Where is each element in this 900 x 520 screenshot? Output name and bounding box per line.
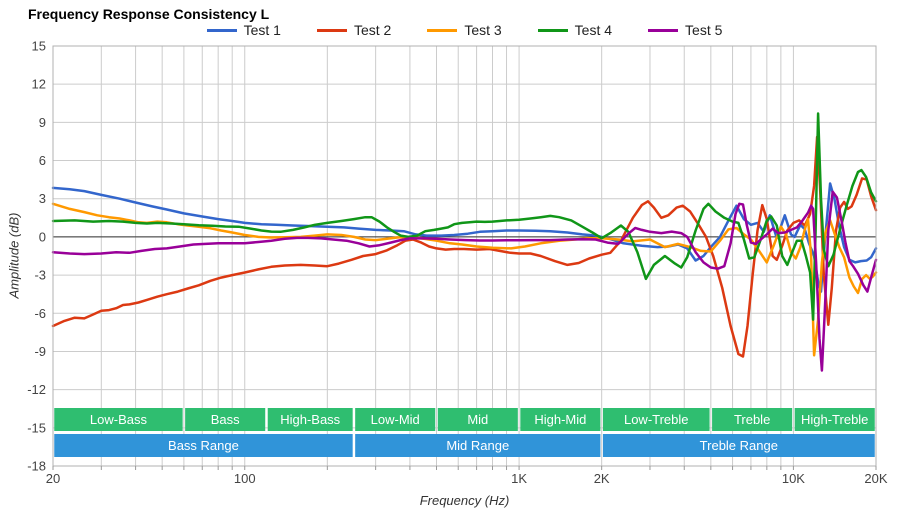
y-tick-label: -9: [34, 344, 46, 359]
x-tick-label: 20K: [864, 471, 887, 486]
y-tick-label: 9: [39, 115, 46, 130]
legend-item-test-3[interactable]: Test 3: [427, 22, 502, 38]
sub-band-label: High-Mid: [534, 412, 586, 427]
main-band-label: Bass Range: [168, 438, 239, 453]
legend-item-test-2[interactable]: Test 2: [316, 22, 392, 38]
legend-label: Test 1: [243, 22, 281, 38]
sub-band-high-treble: [794, 408, 875, 431]
legend-swatch-icon: [206, 28, 237, 32]
y-tick-label: -12: [27, 382, 46, 397]
sub-band-label: Low-Treble: [624, 412, 689, 427]
legend-label: Test 2: [353, 22, 392, 38]
main-band-treble-range: [602, 434, 875, 457]
legend-item-test-4[interactable]: Test 4: [537, 22, 613, 38]
y-tick-label: 3: [39, 191, 46, 206]
main-band-label: Mid Range: [446, 438, 509, 453]
y-tick-label: -3: [34, 268, 46, 283]
page-title: Frequency Response Consistency L: [28, 6, 270, 22]
legend-label: Test 4: [574, 22, 613, 38]
chart-legend: Test 1 Test 2 Test 3 Test 4 Test 5: [53, 22, 876, 38]
sub-band-low-bass: [54, 408, 183, 431]
y-tick-label: -18: [27, 459, 46, 474]
sub-band-mid: [437, 408, 518, 431]
sub-band-label: Treble: [734, 412, 770, 427]
legend-swatch-icon: [648, 28, 679, 32]
main-band-bass-range: [54, 434, 353, 457]
legend-label: Test 3: [464, 22, 502, 38]
y-tick-label: 12: [32, 77, 46, 92]
main-band-mid-range: [355, 434, 601, 457]
sub-band-label: High-Bass: [280, 412, 340, 427]
x-tick-label: 20: [46, 471, 60, 486]
sub-band-high-mid: [520, 408, 601, 431]
main-band-label: Treble Range: [700, 438, 778, 453]
legend-swatch-icon: [427, 28, 458, 32]
legend-swatch-icon: [537, 28, 568, 32]
sub-band-low-mid: [355, 408, 436, 431]
x-tick-label: 10K: [782, 471, 805, 486]
sub-band-label: Low-Bass: [90, 412, 148, 427]
sub-band-label: Bass: [211, 412, 240, 427]
series-line-test-5: [51, 190, 878, 372]
x-tick-label: 100: [234, 471, 256, 486]
y-tick-label: 0: [39, 229, 46, 244]
y-tick-label: 15: [32, 39, 46, 54]
legend-swatch-icon: [316, 28, 347, 32]
series-line-test-4: [51, 112, 878, 321]
sub-band-high-bass: [267, 408, 353, 431]
legend-item-test-5[interactable]: Test 5: [648, 22, 722, 38]
y-tick-label: -15: [27, 420, 46, 435]
y-tick-label: -6: [34, 306, 46, 321]
sub-band-label: High-Treble: [801, 412, 868, 427]
sub-band-label: Low-Mid: [371, 412, 420, 427]
legend-item-test-1[interactable]: Test 1: [206, 22, 281, 38]
sub-band-label: Mid: [467, 412, 488, 427]
x-tick-label: 2K: [594, 471, 610, 486]
x-axis-title: Frequency (Hz): [419, 493, 510, 508]
sub-band-low-treble: [602, 408, 710, 431]
sub-band-bass: [185, 408, 266, 431]
plot-border: [52, 45, 877, 467]
y-tick-label: 6: [39, 153, 46, 168]
sub-band-treble: [712, 408, 793, 431]
legend-label: Test 5: [685, 22, 723, 38]
x-tick-label: 1K: [511, 471, 527, 486]
